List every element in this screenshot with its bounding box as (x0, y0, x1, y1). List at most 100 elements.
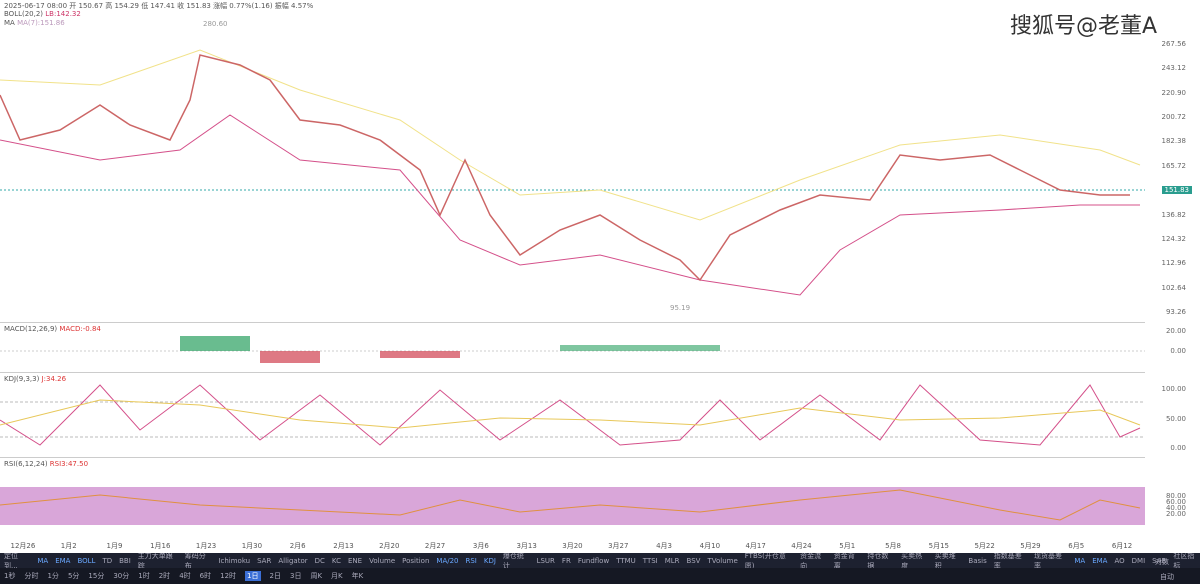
indicator-button[interactable]: FR (561, 556, 571, 565)
timeframe-button[interactable]: 5分 (67, 572, 80, 580)
indicator-button[interactable]: BBI (119, 556, 131, 565)
timeframe-button[interactable]: 2日 (269, 572, 281, 580)
rsi-header: RSI(6,12,24) RSI3:47.50 (4, 460, 88, 468)
timeframe-button[interactable]: 分时 (24, 572, 39, 580)
indicator-button[interactable]: MA (37, 556, 49, 565)
indicator-button[interactable]: 爆仓统计 (502, 553, 524, 568)
indicator-button[interactable]: RSI (465, 556, 477, 565)
indicator-button[interactable]: 买卖热度 (901, 553, 923, 568)
current-price-label: 151.83 (1161, 186, 1192, 195)
corner-toggle[interactable]: 自动 (1160, 573, 1174, 581)
corner-toggle[interactable]: 对数 (1155, 558, 1169, 566)
indicator-button[interactable]: TTMU (616, 556, 636, 565)
date-label: 6月12 (1111, 542, 1133, 550)
ma-value: MA(7):151.86 (17, 19, 65, 27)
timeframe-button[interactable]: 4时 (179, 572, 191, 580)
indicator-button[interactable]: 主力大单跟踪 (137, 553, 173, 568)
boll-lb: LB:142.32 (45, 10, 81, 18)
indicator-button[interactable]: 买卖堆积 (934, 553, 956, 568)
date-label: 5月1 (839, 542, 856, 550)
low-annotation: 95.19 (670, 304, 691, 312)
timeframe-button[interactable]: 15分 (88, 572, 105, 580)
timeframe-button[interactable]: 12时 (220, 572, 237, 580)
date-label: 12月26 (10, 542, 36, 550)
price-tick-label: 200.72 (1161, 113, 1187, 122)
indicator-button[interactable]: EMA (1092, 556, 1108, 565)
timeframe-button[interactable]: 月K (331, 572, 343, 580)
indicator-button[interactable]: ENE (348, 556, 363, 565)
macd-tick-label: 20.00 (1165, 327, 1186, 335)
date-label: 4月17 (745, 542, 766, 550)
timeframe-button[interactable]: 1时 (138, 572, 150, 580)
indicator-button[interactable]: BOLL (77, 556, 96, 565)
indicator-button[interactable]: Fundflow (577, 556, 610, 565)
indicator-button[interactable]: 定位到... (4, 553, 18, 568)
date-label: 3月27 (608, 542, 629, 550)
indicator-button[interactable]: EMA (55, 556, 71, 565)
timeframe-button[interactable]: 1分 (47, 572, 59, 580)
rsi-pane (0, 457, 1145, 542)
timeframe-button[interactable]: 周K (310, 572, 323, 580)
macd-hist (560, 345, 720, 351)
macd-tick-label: 0.00 (1170, 347, 1186, 355)
kdj-value: J:34.26 (41, 375, 67, 383)
indicator-button[interactable]: TTSI (642, 556, 658, 565)
price-path (0, 54, 1130, 282)
indicator-button[interactable]: FTBS(开仓意愿) (744, 553, 786, 568)
indicator-button[interactable]: 现货基差率 (1034, 553, 1063, 568)
indicator-button[interactable]: MA (1074, 556, 1086, 565)
timeframe-button[interactable]: 2时 (158, 572, 171, 580)
indicator-button[interactable]: MA/20 (436, 556, 459, 565)
kdj-tick-label: 0.00 (1170, 444, 1186, 452)
date-label: 1月23 (195, 542, 217, 550)
indicator-button[interactable]: 社区指标 (1173, 553, 1195, 568)
indicator-button[interactable]: 资金背离 (833, 553, 855, 568)
date-label: 4月3 (656, 542, 673, 550)
indicator-button[interactable]: TD (102, 556, 113, 565)
timeframe-button[interactable]: 3日 (289, 572, 302, 580)
price-tick-label: 124.32 (1161, 234, 1187, 243)
boll-info: BOLL(20,2) LB:142.32 (4, 10, 81, 18)
timeframe-button[interactable]: 30分 (113, 572, 130, 580)
timeframe-button[interactable]: 6时 (199, 572, 212, 580)
indicator-button[interactable]: Ichimoku (218, 556, 251, 565)
timeframe-button[interactable]: 1秒 (4, 572, 16, 580)
indicator-button[interactable]: DC (314, 556, 325, 565)
indicator-button[interactable]: Position (402, 556, 430, 565)
indicator-button[interactable]: Alligator (278, 556, 308, 565)
timeframe-button[interactable]: 1日 (245, 571, 261, 581)
indicator-button[interactable]: DMI (1131, 556, 1146, 565)
rsi-line (0, 489, 1141, 521)
rsi-band (0, 487, 1145, 525)
indicator-button[interactable]: SAR (1152, 556, 1167, 565)
indicator-button[interactable]: LSUR (536, 556, 555, 565)
indicator-button[interactable]: 指数基差率 (993, 553, 1022, 568)
indicator-button[interactable]: 持仓数据 (867, 553, 889, 568)
date-label: 1月9 (106, 542, 123, 550)
kdj-d (0, 399, 1141, 429)
date-label: 5月22 (974, 542, 995, 550)
indicator-button[interactable]: KDJ (483, 556, 496, 565)
indicator-button[interactable]: Basis (968, 556, 987, 565)
indicator-button[interactable]: TVolume (707, 556, 738, 565)
date-label: 2月6 (289, 542, 306, 550)
indicator-button[interactable]: MLR (664, 556, 680, 565)
kdj-title: KDJ(9,3,3) (4, 375, 40, 383)
indicator-button[interactable]: Volume (369, 556, 396, 565)
high-annotation: 280.60 (203, 20, 228, 28)
indicator-button[interactable]: AO (1114, 556, 1125, 565)
macd-hist (380, 351, 460, 358)
indicator-button[interactable]: 筹码分布 (184, 553, 206, 568)
indicator-button[interactable]: 资金流向 (800, 553, 822, 568)
rsi-value: RSI3:47.50 (49, 460, 89, 468)
kdj-header: KDJ(9,3,3) J:34.26 (4, 375, 66, 383)
price-tick-label: 243.12 (1161, 64, 1187, 73)
price-tick-label: 165.72 (1161, 161, 1187, 170)
indicator-button[interactable]: SAR (257, 556, 272, 565)
indicator-button[interactable]: BSV (686, 556, 701, 565)
date-label: 1月30 (241, 542, 263, 550)
date-label: 5月29 (1020, 542, 1041, 550)
timeframe-button[interactable]: 年K (351, 572, 364, 580)
indicator-button[interactable]: KC (331, 556, 341, 565)
